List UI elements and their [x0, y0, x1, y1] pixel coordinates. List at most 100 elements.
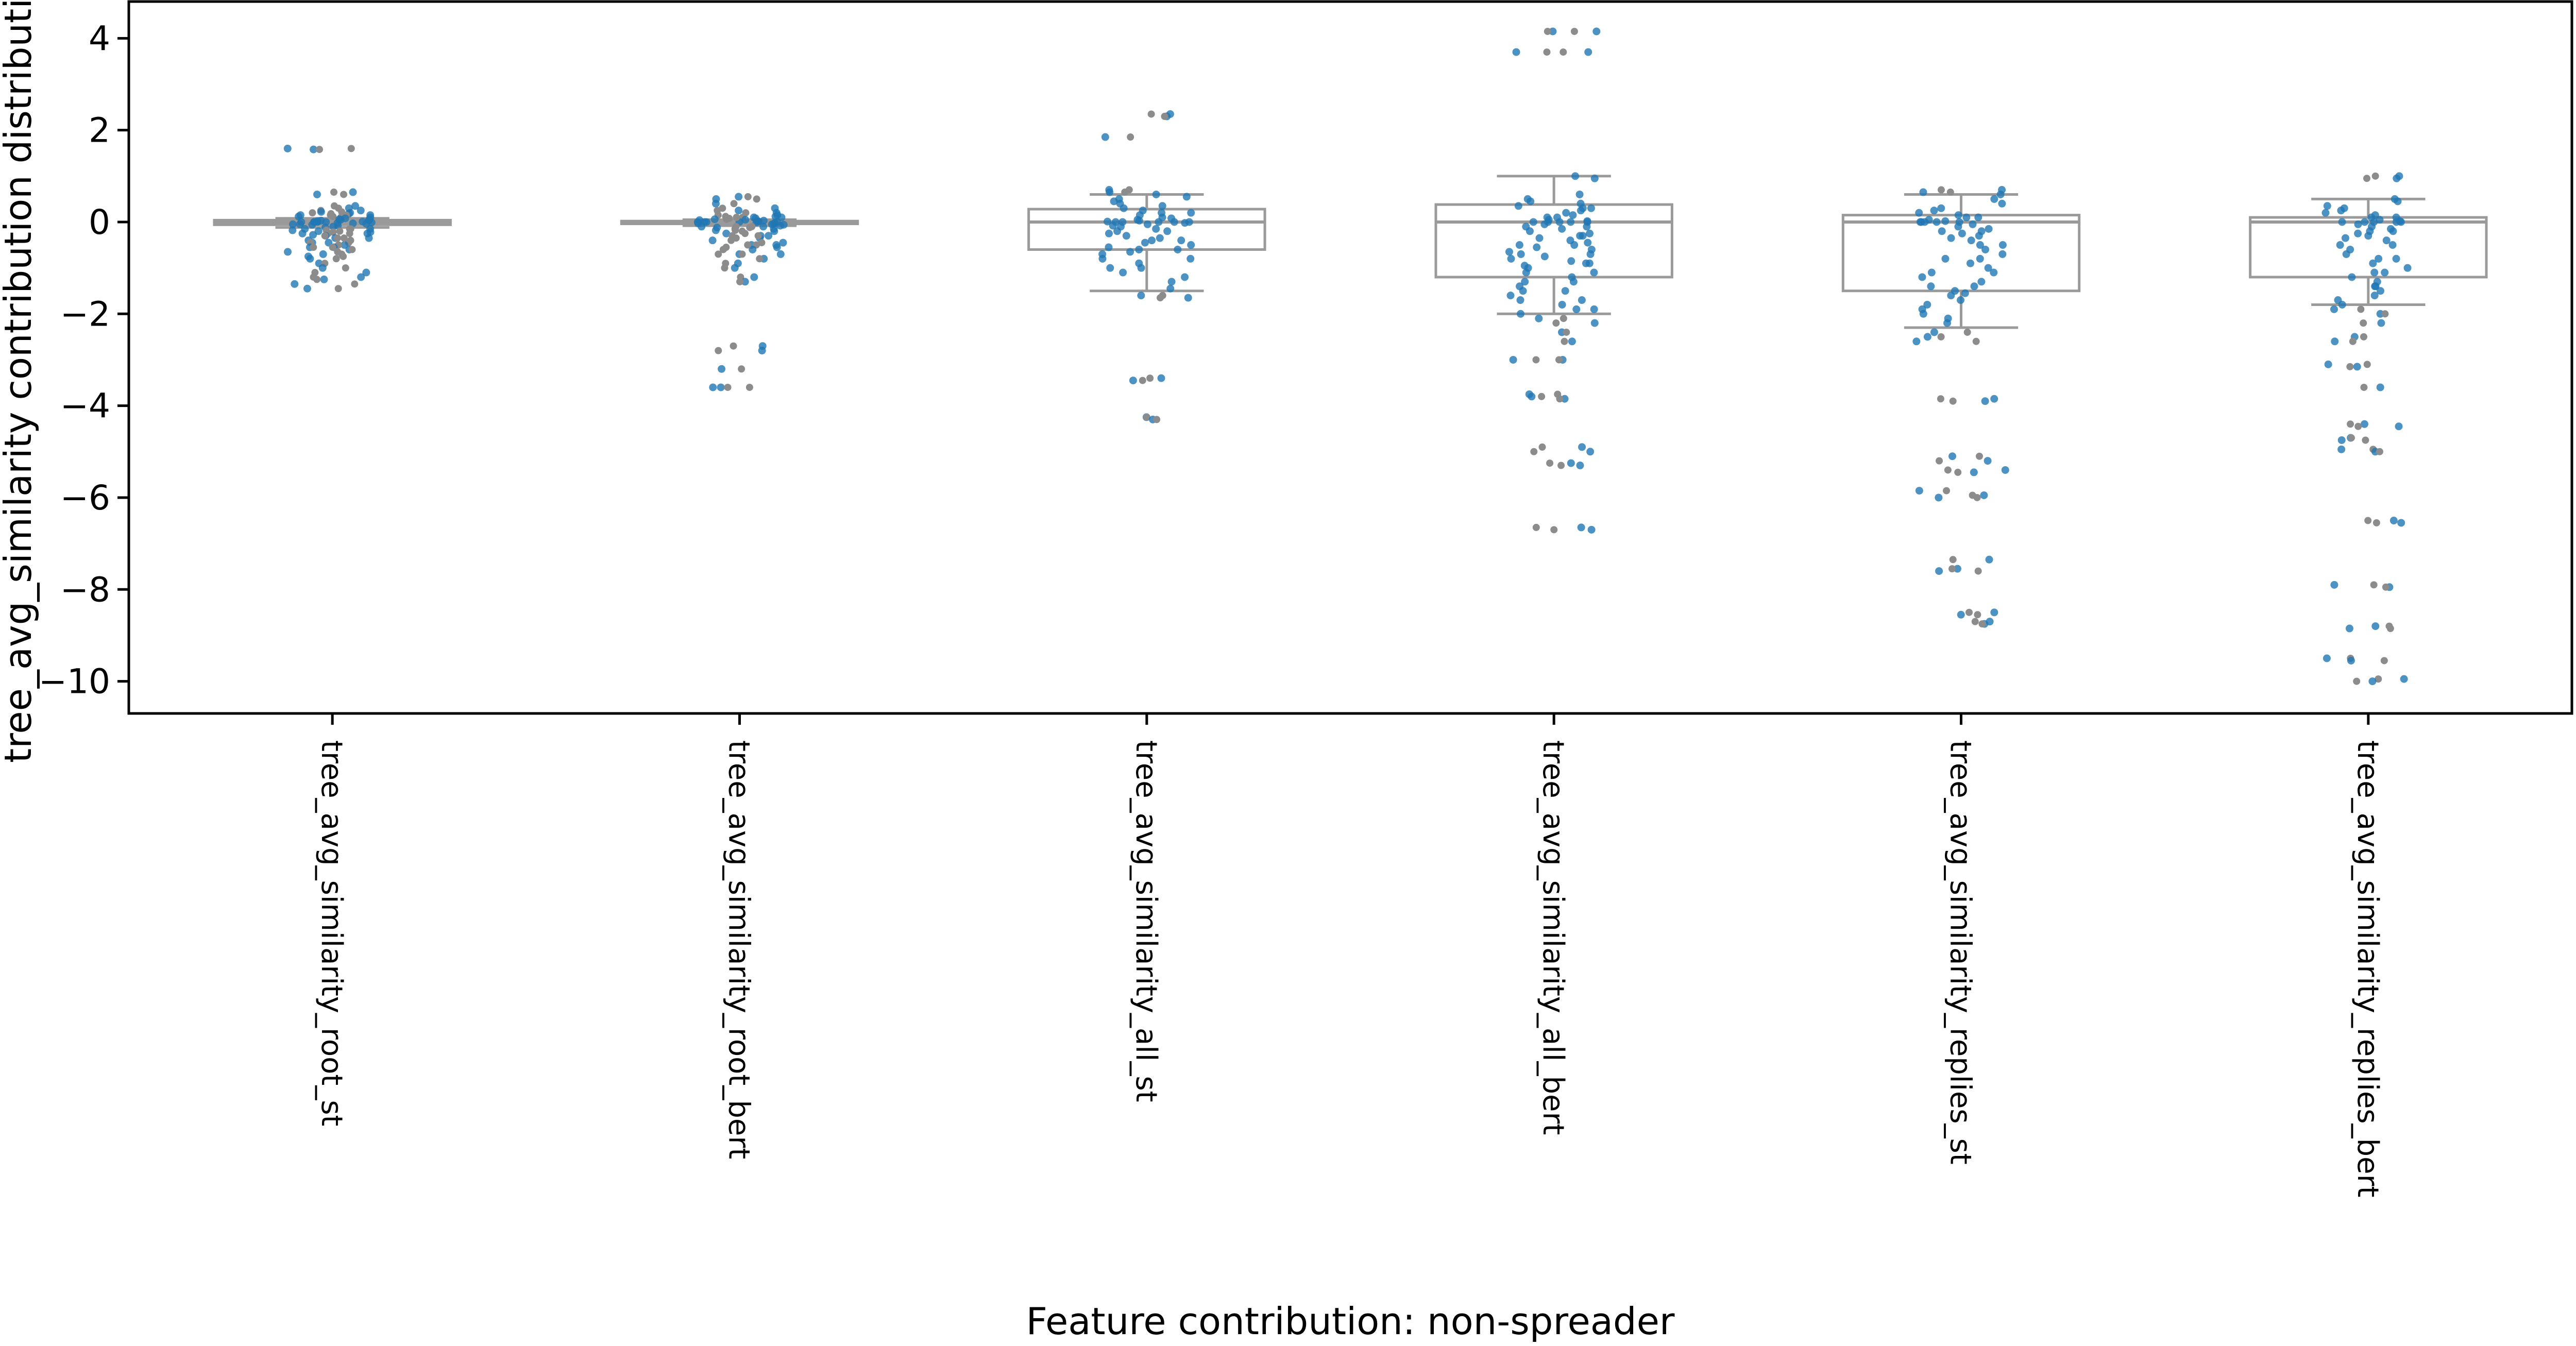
data-point	[2367, 213, 2376, 222]
x-tick-label: tree_avg_similarity_root_st	[315, 740, 348, 1126]
outlier-point	[1560, 315, 1567, 322]
data-point	[1947, 292, 1955, 300]
data-point	[1187, 254, 1195, 263]
data-point	[1590, 268, 1598, 277]
outlier-point	[2357, 305, 2365, 313]
data-point	[1571, 172, 1580, 180]
data-point	[1990, 608, 1998, 617]
outlier-point	[2347, 420, 2354, 428]
outlier-point	[1556, 395, 1564, 403]
outlier-point	[1153, 416, 1161, 423]
data-point	[708, 236, 717, 245]
data-point	[1576, 462, 1584, 470]
outlier-point	[332, 255, 340, 263]
data-point	[2382, 236, 2391, 245]
data-point	[711, 226, 720, 234]
data-point	[1105, 243, 1113, 251]
outlier-point	[1532, 356, 1540, 364]
y-tick-label: −8	[60, 570, 110, 609]
data-point	[1106, 188, 1114, 196]
outlier-point	[721, 264, 728, 272]
data-point	[779, 238, 787, 247]
data-point	[2371, 622, 2380, 631]
data-point	[2321, 209, 2330, 217]
data-point	[1587, 204, 1595, 212]
data-point	[741, 278, 749, 286]
data-point	[317, 208, 325, 216]
data-point	[1558, 225, 1566, 233]
data-point	[1984, 264, 1992, 272]
data-point	[1170, 218, 1178, 226]
data-point	[1540, 252, 1549, 261]
data-point	[2330, 581, 2338, 589]
data-point	[1529, 218, 1537, 226]
data-point	[2370, 292, 2379, 300]
outlier-point	[1121, 189, 1129, 196]
data-point	[710, 215, 719, 224]
data-point	[1590, 319, 1599, 327]
data-point	[1561, 287, 1569, 295]
data-point	[1586, 448, 1595, 456]
outlier-point	[2360, 333, 2367, 340]
data-point	[1567, 459, 1575, 467]
y-tick-label: −4	[60, 386, 110, 426]
data-point	[1129, 377, 1137, 385]
data-point	[1941, 217, 1950, 225]
outlier-point	[1543, 48, 1551, 56]
data-point	[1505, 248, 1513, 256]
box-plots	[213, 175, 2488, 329]
outlier-point	[1954, 468, 1962, 476]
data-point	[2371, 282, 2380, 291]
data-point	[1584, 48, 1592, 56]
data-point	[1567, 218, 1575, 226]
outlier-point	[1139, 377, 1146, 384]
data-point	[1947, 234, 1955, 242]
x-tick-label: tree_avg_similarity_replies_st	[1944, 740, 1977, 1165]
outlier-point	[2371, 172, 2379, 180]
data-point	[2348, 273, 2356, 281]
data-point	[2338, 300, 2346, 309]
outlier-point	[1156, 294, 1164, 302]
outlier-point	[1561, 337, 1568, 345]
data-point	[1586, 250, 1595, 258]
data-point	[1512, 48, 1520, 56]
outlier-point	[1978, 620, 1986, 628]
outlier-point	[1937, 333, 1945, 340]
data-point	[1575, 190, 1584, 198]
outlier-point	[2349, 337, 2357, 345]
data-point	[308, 220, 316, 229]
data-point	[1930, 328, 1938, 336]
data-point	[1921, 218, 1929, 226]
data-point	[1110, 197, 1118, 206]
outlier-point	[1127, 133, 1134, 141]
data-point	[2389, 227, 2397, 235]
y-tick-label: −2	[60, 294, 110, 334]
data-point	[284, 248, 292, 256]
data-point	[1517, 250, 1525, 258]
outlier-point	[2354, 422, 2362, 430]
outlier-point	[1936, 457, 1943, 465]
data-point	[770, 227, 778, 235]
data-point	[1985, 225, 1993, 233]
data-point	[1528, 393, 1536, 401]
data-point	[1187, 209, 1195, 217]
data-point	[1582, 259, 1590, 267]
data-point	[2394, 197, 2402, 206]
data-point	[1923, 300, 1931, 309]
data-point	[1981, 397, 1989, 405]
data-point	[1930, 207, 1938, 215]
outlier-point	[2360, 383, 2368, 391]
data-point	[1935, 567, 1943, 575]
data-point	[1974, 213, 1982, 222]
outlier-point	[1971, 618, 1979, 625]
data-point	[1918, 273, 1926, 281]
y-axis-ticks: 4 2 0 −2 −4 −6 −8 −10	[39, 19, 129, 702]
x-axis-ticks: tree_avg_similarity_root_st tree_avg_simi…	[315, 713, 2384, 1198]
outlier-point	[316, 146, 324, 154]
outlier-point	[1538, 443, 1546, 451]
data-point	[1549, 27, 1557, 36]
outlier-point	[745, 383, 753, 391]
y-tick-label: 2	[89, 111, 110, 150]
data-point	[1996, 190, 2005, 198]
outlier-point	[1532, 523, 1540, 531]
